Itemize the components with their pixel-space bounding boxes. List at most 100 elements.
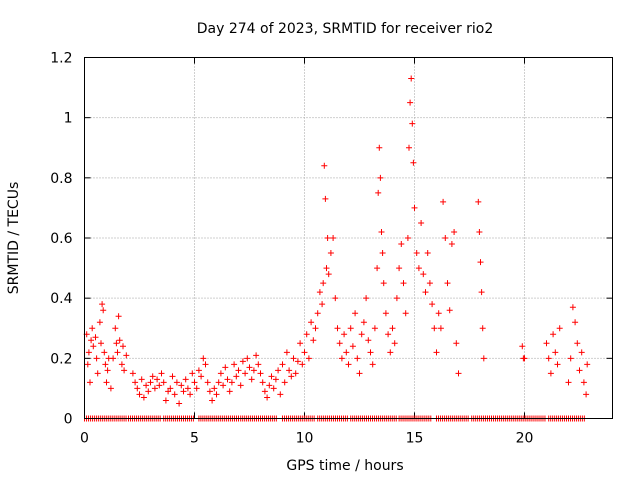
plot-frame <box>84 57 613 419</box>
data-point <box>143 382 150 389</box>
data-point <box>189 370 196 377</box>
data-point <box>398 241 405 248</box>
data-point <box>204 379 211 386</box>
data-point <box>415 265 422 272</box>
data-point <box>96 319 103 326</box>
data-point <box>104 367 111 374</box>
data-point <box>418 219 425 226</box>
data-point <box>431 325 438 332</box>
data-point <box>446 307 453 314</box>
data-point <box>354 355 361 362</box>
data-point <box>118 361 125 368</box>
data-point <box>85 349 92 356</box>
data-point <box>264 394 271 401</box>
data-point <box>448 241 455 248</box>
data-point <box>261 388 268 395</box>
data-point <box>160 379 167 386</box>
data-point <box>576 367 583 374</box>
data-point <box>440 198 447 205</box>
data-point <box>385 331 392 338</box>
data-point <box>253 352 260 359</box>
data-point <box>400 280 407 287</box>
data-point <box>283 349 290 356</box>
data-point <box>308 319 315 326</box>
data-point <box>409 120 416 127</box>
data-point <box>336 340 343 347</box>
data-point <box>226 388 233 395</box>
data-point <box>565 379 572 386</box>
data-point <box>479 325 486 332</box>
data-point <box>323 265 330 272</box>
data-point <box>519 343 526 350</box>
data-point <box>187 391 194 398</box>
data-point <box>281 379 288 386</box>
data-point <box>228 379 235 386</box>
data-point <box>453 340 460 347</box>
data-point <box>371 325 378 332</box>
data-point <box>455 370 462 377</box>
data-point <box>303 331 310 338</box>
data-point <box>314 310 321 317</box>
data-point <box>580 379 587 386</box>
data-point <box>478 289 485 296</box>
data-point <box>88 337 95 344</box>
data-point <box>193 385 200 392</box>
data-point <box>107 385 114 392</box>
x-axis-label: GPS time / hours <box>286 458 403 474</box>
data-point <box>437 325 444 332</box>
tick-labels: 0 0.2 0.4 0.6 0.8 1 1.2 0 5 10 15 20 <box>50 51 533 447</box>
data-point <box>374 265 381 272</box>
data-point <box>367 349 374 356</box>
data-point <box>103 379 110 386</box>
data-point <box>424 250 431 257</box>
data-point <box>550 331 557 338</box>
data-point <box>93 355 100 362</box>
data-point <box>123 352 130 359</box>
data-point <box>101 349 108 356</box>
data-point <box>92 334 99 341</box>
x-tick-label: 0 <box>80 431 89 447</box>
data-point <box>521 355 528 362</box>
data-point <box>334 325 341 332</box>
data-point <box>145 388 152 395</box>
data-point <box>477 259 484 266</box>
data-point <box>191 379 198 386</box>
data-point <box>316 289 323 296</box>
data-point <box>213 391 220 398</box>
data-point <box>327 250 334 257</box>
data-point <box>352 310 359 317</box>
data-point <box>378 228 385 235</box>
data-point <box>444 280 451 287</box>
data-point <box>391 340 398 347</box>
data-point <box>134 385 141 392</box>
data-point <box>349 343 356 350</box>
chart-title: Day 274 of 2023, SRMTID for receiver rio… <box>197 21 494 37</box>
data-point <box>320 280 327 287</box>
data-point <box>149 373 156 380</box>
data-point <box>429 301 436 308</box>
data-point <box>288 373 295 380</box>
data-point <box>305 355 312 362</box>
data-point <box>255 361 262 368</box>
data-point <box>244 355 251 362</box>
data-point <box>330 235 337 241</box>
data-point <box>380 280 387 287</box>
data-point <box>115 313 122 320</box>
data-point <box>110 355 117 362</box>
data-point <box>407 99 414 106</box>
data-point <box>136 391 143 398</box>
x-tick-label: 10 <box>296 431 314 447</box>
data-point <box>156 382 163 389</box>
data-point <box>543 340 550 347</box>
data-point <box>233 373 240 380</box>
data-point <box>266 382 273 389</box>
data-point <box>552 349 559 356</box>
data-point <box>176 400 183 407</box>
data-point <box>184 385 191 392</box>
data-point <box>332 295 339 302</box>
x-tick-label: 5 <box>190 431 199 447</box>
data-point <box>569 304 576 311</box>
y-axis-label: SRMTID / TECUs <box>6 182 22 295</box>
y-tick-label: 0.6 <box>50 231 72 247</box>
